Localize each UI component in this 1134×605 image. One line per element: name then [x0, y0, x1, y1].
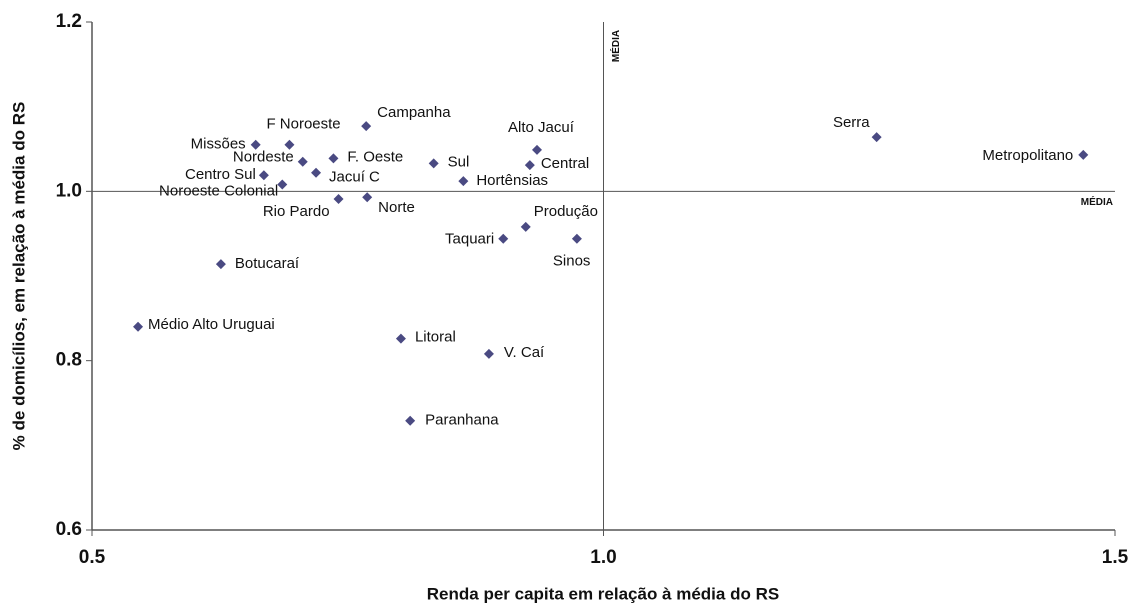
y-tick-label: 1.0	[56, 180, 82, 201]
point-label: Sinos	[553, 253, 591, 270]
point	[297, 156, 308, 167]
point-label: Jacuí C	[329, 169, 380, 186]
reference-label: MÉDIA	[1081, 195, 1113, 208]
x-tick-label: 1.0	[590, 547, 616, 568]
point-label: Centro Sul	[185, 166, 256, 183]
point	[1078, 149, 1089, 160]
point	[532, 144, 543, 155]
y-tick-label: 0.8	[56, 350, 82, 371]
y-tick-label: 0.6	[56, 519, 82, 540]
point-label: Rio Pardo	[263, 203, 330, 220]
point-label: Litoral	[415, 329, 456, 346]
point	[498, 233, 509, 244]
point-label: Hortênsias	[476, 172, 548, 189]
point-label: Central	[541, 155, 589, 172]
point	[258, 170, 269, 181]
point	[405, 415, 416, 426]
point	[871, 132, 882, 143]
point	[395, 333, 406, 344]
point-label: Norte	[378, 199, 415, 216]
point	[524, 160, 535, 171]
point-label: V. Caí	[504, 344, 545, 361]
point	[483, 348, 494, 359]
point-label: Sul	[448, 153, 470, 170]
reference-label: MÉDIA	[609, 30, 622, 62]
point	[133, 321, 144, 332]
point-label: Paranhana	[425, 412, 499, 429]
point	[328, 153, 339, 164]
point-label: F. Oeste	[347, 148, 403, 165]
point-label: Médio Alto Uruguai	[148, 316, 275, 333]
point	[428, 158, 439, 169]
point-label: Noroeste Colonial	[159, 183, 278, 200]
point-label: Nordeste	[233, 149, 294, 166]
point	[361, 121, 372, 132]
point-label: Alto Jacuí	[508, 119, 575, 136]
x-tick-label: 1.5	[1102, 547, 1129, 568]
x-axis-title: Renda per capita em relação à média do R…	[427, 584, 779, 603]
point	[362, 192, 373, 203]
point	[458, 176, 469, 187]
point-label: Taquari	[445, 231, 494, 248]
point	[333, 193, 344, 204]
point	[284, 139, 295, 150]
point	[571, 233, 582, 244]
point-label: Botucaraí	[235, 255, 300, 272]
point	[215, 259, 226, 270]
point	[250, 139, 261, 150]
y-tick-label: 1.2	[56, 11, 82, 32]
point-label: Serra	[833, 114, 870, 131]
point-label: Campanha	[377, 104, 451, 121]
point-label: F Noroeste	[266, 116, 340, 133]
point-label: Metropolitano	[982, 147, 1073, 164]
y-axis-title: % de domicílios, em relação à média do R…	[9, 102, 28, 451]
point	[311, 167, 322, 178]
point-label: Missões	[191, 136, 246, 153]
x-tick-label: 0.5	[79, 547, 106, 568]
point	[277, 179, 288, 190]
point	[520, 221, 531, 232]
point-label: Produção	[534, 203, 598, 220]
